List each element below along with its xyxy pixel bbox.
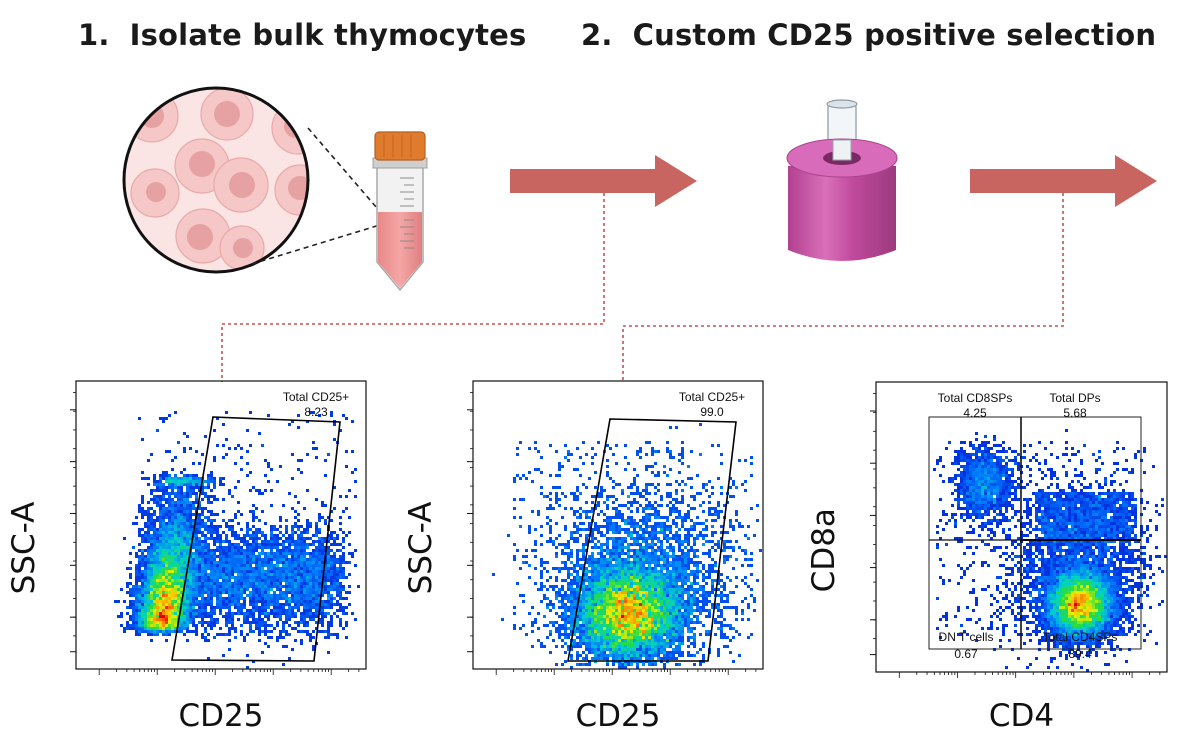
flow-plot-cd25-presort: Total CD25+8.23 CD25 SSC-A	[6, 380, 367, 734]
step-2-label: Custom CD25 positive selection	[632, 18, 1157, 52]
dotted-connector	[221, 193, 1064, 382]
flow-plot-cd25-sorted: Total CD25+99.0 CD25 SSC-A	[403, 380, 764, 734]
conical-tube-icon	[372, 131, 428, 292]
gate-value: 99.0	[700, 405, 724, 419]
y-axis-label: SSC-A	[6, 502, 42, 595]
cell-magnifier-icon	[122, 86, 384, 274]
y-axis-label: CD8a	[806, 508, 842, 592]
plot-frame	[875, 381, 1168, 673]
gate-value: 5.68	[1063, 406, 1087, 420]
step-2-title: 2. Custom CD25 positive selection	[581, 18, 1156, 52]
x-axis-label: CD25	[576, 698, 661, 734]
gate-value: 4.25	[963, 406, 987, 420]
gate-name: Total CD25+	[283, 390, 349, 404]
y-axis-label: SSC-A	[403, 502, 439, 595]
quadrant-gate	[928, 416, 1142, 650]
plot-frame	[75, 380, 367, 670]
right-arrow-icon	[970, 155, 1157, 207]
magnet-column-icon	[786, 99, 898, 261]
x-axis-label: CD4	[989, 698, 1054, 734]
gate-value: 8.23	[304, 405, 328, 419]
step-1-number: 1.	[78, 18, 110, 52]
gate-value: 0.67	[954, 647, 978, 661]
gate-name: Total DPs	[1049, 391, 1100, 405]
gate-name: Total CD4SPs	[1043, 630, 1118, 644]
gate-name: Total CD8SPs	[938, 391, 1013, 405]
cd25-gate	[171, 416, 341, 662]
plot-frame	[472, 380, 764, 670]
gate-value: 89.4	[1068, 647, 1092, 661]
step-2-number: 2.	[581, 18, 613, 52]
right-arrow-icon	[510, 155, 697, 207]
gate-name: Total CD25+	[679, 390, 745, 404]
gate-name: DN T cells	[939, 630, 994, 644]
step-1-title: 1. Isolate bulk thymocytes	[78, 18, 527, 52]
cd25-gate	[567, 418, 737, 662]
step-1-label: Isolate bulk thymocytes	[129, 18, 527, 52]
x-axis-label: CD25	[179, 698, 264, 734]
